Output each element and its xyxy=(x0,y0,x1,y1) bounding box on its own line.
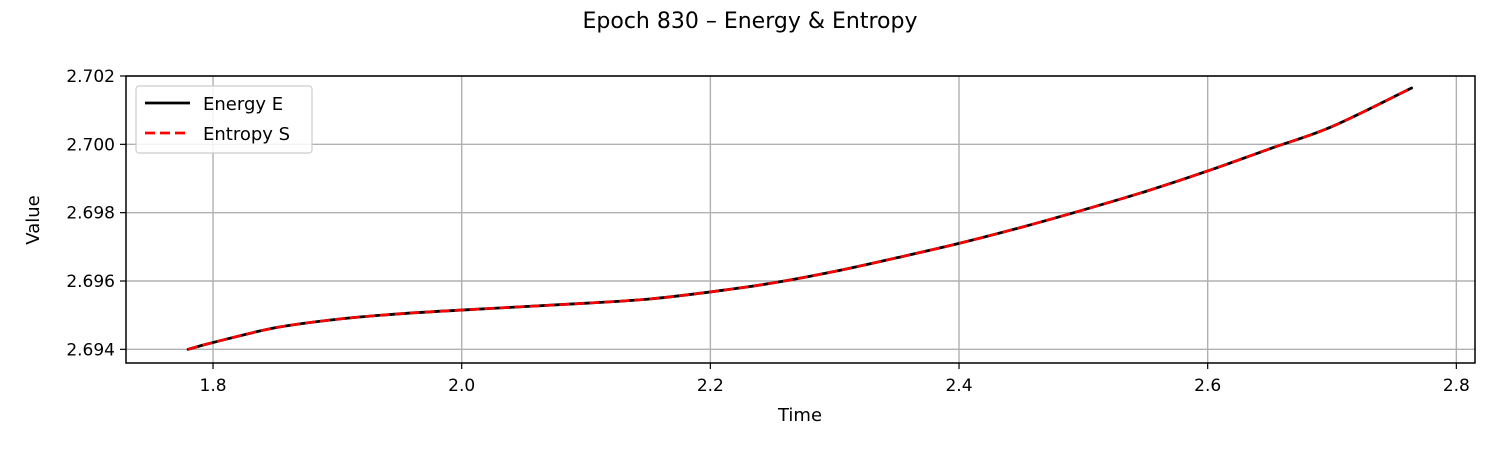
chart-title: Epoch 830 – Energy & Entropy xyxy=(583,9,918,34)
x-tick-label: 2.2 xyxy=(697,376,724,396)
y-tick-label: 2.702 xyxy=(66,67,115,87)
legend-label-entropy: Entropy S xyxy=(203,124,290,145)
x-tick-label: 1.8 xyxy=(200,376,227,396)
y-tick-label: 2.696 xyxy=(66,272,115,292)
series-layer xyxy=(186,86,1413,351)
legend: Energy E Entropy S xyxy=(135,85,313,154)
x-tick-label: 2.4 xyxy=(945,376,972,396)
y-tick-label: 2.698 xyxy=(66,204,115,224)
series-line-entropy-s xyxy=(187,86,1413,351)
legend-label-energy: Energy E xyxy=(203,94,283,115)
y-tick-label: 2.700 xyxy=(66,135,115,155)
x-tick-label: 2.8 xyxy=(1443,376,1470,396)
x-tick-label: 2.6 xyxy=(1194,376,1221,396)
x-tick-label: 2.0 xyxy=(448,376,475,396)
plot-frame xyxy=(125,75,1476,364)
y-tick-label: 2.694 xyxy=(66,340,115,360)
series-line-energy-e xyxy=(186,86,1413,351)
y-axis-label: Value xyxy=(23,195,44,244)
tick-layer: 1.8 2.0 2.2 2.4 2.6 2.8 2.694 2.696 2.698 2.700 2.… xyxy=(66,67,1470,396)
x-axis-label: Time xyxy=(777,405,822,426)
